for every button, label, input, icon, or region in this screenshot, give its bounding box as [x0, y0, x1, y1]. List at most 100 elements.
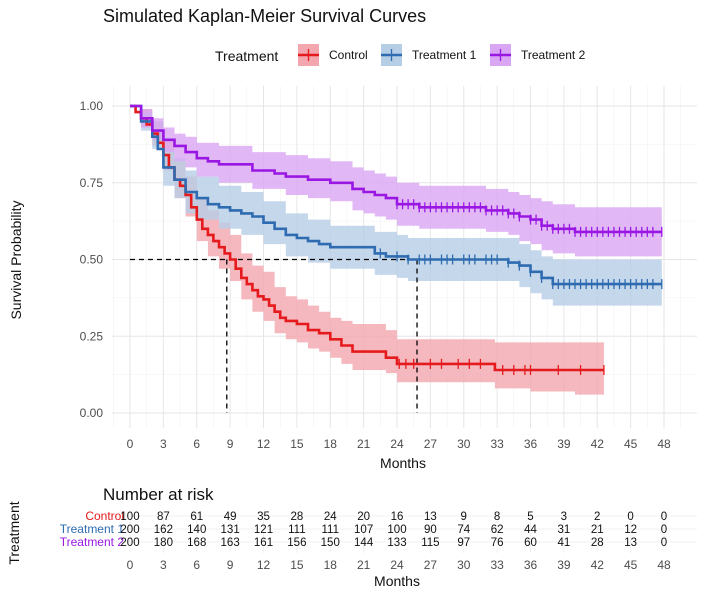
risk-count: 87: [157, 511, 170, 523]
x-axis-label: Months: [380, 455, 426, 471]
y-tick-label: 0.25: [80, 329, 104, 343]
y-tick-label: 0.00: [80, 406, 104, 420]
x-tick-label: 24: [390, 437, 404, 451]
legend-label: Treatment 1: [412, 48, 477, 62]
plot-area: 0 3 6 9 12 15 18 21 24 27 30 33 36 39 42 45 480.000.250.…: [80, 86, 697, 451]
risk-count: 41: [557, 537, 570, 549]
risk-count: 0: [661, 537, 667, 549]
risk-count: 150: [321, 537, 340, 549]
risk-count: 115: [421, 537, 439, 549]
risk-table-x-label: Months: [374, 573, 420, 589]
x-tick-label: 6: [193, 437, 200, 451]
risk-count: 8: [494, 511, 500, 523]
y-tick-label: 1.00: [80, 99, 104, 113]
risk-count: 12: [624, 524, 637, 536]
risk-row-label: Treatment 2: [60, 535, 125, 549]
y-tick-label: 0.75: [80, 176, 104, 190]
risk-count: 20: [357, 511, 370, 523]
risk-count: 0: [661, 511, 667, 523]
risk-count: 0: [627, 511, 633, 523]
chart-title: Simulated Kaplan-Meier Survival Curves: [103, 6, 426, 26]
risk-count: 97: [457, 537, 470, 549]
x-tick-label: 27: [424, 437, 438, 451]
risk-x-tick-label: 36: [524, 558, 538, 572]
y-axis-label: Survival Probability: [8, 200, 24, 319]
risk-count: 9: [461, 511, 467, 523]
risk-count: 131: [221, 524, 240, 536]
risk-count: 74: [457, 524, 470, 536]
risk-count: 156: [287, 537, 306, 549]
risk-count: 168: [187, 537, 206, 549]
legend-label: Control: [329, 48, 368, 62]
x-tick-label: 48: [657, 437, 671, 451]
x-tick-label: 45: [624, 437, 638, 451]
x-tick-label: 30: [457, 437, 471, 451]
risk-count: 16: [391, 511, 404, 523]
legend-title: Treatment: [215, 48, 278, 64]
y-tick-label: 0.50: [80, 253, 104, 267]
risk-count: 13: [424, 511, 437, 523]
risk-count: 144: [354, 537, 374, 549]
risk-count: 100: [387, 524, 406, 536]
risk-count: 163: [221, 537, 240, 549]
x-tick-label: 36: [524, 437, 538, 451]
risk-x-tick-label: 45: [624, 558, 638, 572]
risk-count: 90: [424, 524, 437, 536]
x-tick-label: 0: [127, 437, 134, 451]
risk-count: 121: [254, 524, 273, 536]
risk-count: 200: [120, 537, 139, 549]
risk-x-tick-label: 9: [227, 558, 234, 572]
risk-x-tick-label: 33: [490, 558, 504, 572]
risk-count: 62: [491, 524, 504, 536]
risk-count: 180: [154, 537, 173, 549]
x-tick-label: 39: [557, 437, 571, 451]
legend: Treatment Control Treatment 1 Treatment 2: [215, 44, 586, 66]
risk-x-tick-label: 24: [390, 558, 404, 572]
risk-count: 28: [591, 537, 604, 549]
risk-x-tick-label: 0: [127, 558, 134, 572]
risk-count: 140: [187, 524, 206, 536]
risk-table-y-label: Treatment: [6, 501, 22, 564]
x-tick-label: 3: [160, 437, 167, 451]
risk-row-label: Treatment 1: [60, 522, 125, 536]
x-tick-label: 18: [324, 437, 338, 451]
risk-count: 100: [120, 511, 139, 523]
risk-x-tick-label: 15: [290, 558, 304, 572]
risk-count: 5: [527, 511, 533, 523]
risk-count: 13: [624, 537, 637, 549]
risk-count: 111: [288, 524, 305, 536]
risk-x-tick-label: 27: [424, 558, 438, 572]
risk-count: 24: [324, 511, 337, 523]
risk-x-tick-label: 39: [557, 558, 571, 572]
risk-x-tick-label: 30: [457, 558, 471, 572]
risk-count: 60: [524, 537, 537, 549]
ci-band-treatment-2: [130, 106, 662, 257]
x-tick-label: 9: [227, 437, 234, 451]
risk-row-label: Control: [85, 509, 124, 523]
risk-count: 76: [491, 537, 504, 549]
risk-count: 3: [561, 511, 567, 523]
risk-count: 61: [190, 511, 203, 523]
risk-count: 21: [591, 524, 604, 536]
risk-count: 44: [524, 524, 537, 536]
x-tick-label: 15: [290, 437, 304, 451]
risk-x-tick-label: 6: [193, 558, 200, 572]
risk-x-tick-label: 48: [657, 558, 671, 572]
risk-x-tick-label: 12: [257, 558, 271, 572]
risk-x-tick-label: 21: [357, 558, 371, 572]
ci-band-treatment-1: [130, 106, 662, 306]
risk-count: 133: [387, 537, 406, 549]
legend-label: Treatment 2: [521, 48, 586, 62]
risk-count: 28: [290, 511, 303, 523]
risk-count: 2: [594, 511, 600, 523]
risk-count: 200: [120, 524, 139, 536]
x-tick-label: 21: [357, 437, 371, 451]
x-tick-label: 42: [591, 437, 605, 451]
x-tick-label: 33: [490, 437, 504, 451]
risk-count: 161: [254, 537, 273, 549]
x-tick-label: 12: [257, 437, 271, 451]
risk-count: 107: [354, 524, 373, 536]
